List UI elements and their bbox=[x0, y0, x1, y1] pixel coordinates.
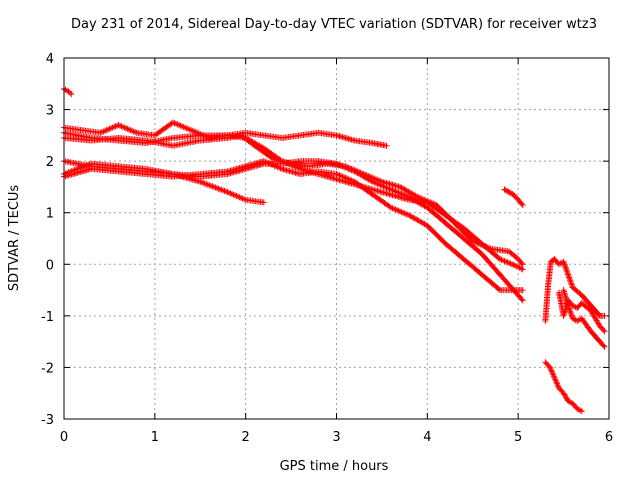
point-markers bbox=[542, 359, 585, 415]
y-tick-label: 0 bbox=[46, 258, 54, 273]
x-tick-label: 1 bbox=[151, 430, 159, 445]
series-track-k bbox=[560, 287, 608, 350]
axis-ticks: 0 1 2 3 4 5 6 -3 -2 -1 0 1 2 3 4 bbox=[41, 52, 613, 445]
y-tick-label: 2 bbox=[46, 155, 54, 170]
series-track-d bbox=[61, 132, 526, 268]
chart-title: Day 231 of 2014, Sidereal Day-to-day VTE… bbox=[71, 17, 597, 32]
series-track-j bbox=[556, 289, 608, 335]
point-markers bbox=[556, 289, 608, 335]
point-markers bbox=[501, 186, 526, 208]
x-tick-label: 4 bbox=[423, 430, 431, 445]
point-markers bbox=[61, 158, 526, 304]
series-track-e bbox=[61, 158, 526, 304]
y-tick-label: -2 bbox=[41, 361, 54, 376]
point-markers bbox=[61, 85, 75, 98]
x-tick-label: 6 bbox=[605, 430, 613, 445]
x-tick-label: 5 bbox=[514, 430, 522, 445]
y-tick-label: 3 bbox=[46, 104, 54, 119]
point-markers bbox=[61, 132, 526, 268]
series-track-i bbox=[542, 256, 608, 324]
y-tick-label: 1 bbox=[46, 207, 54, 222]
series-track-b bbox=[61, 119, 526, 273]
y-tick-label: 4 bbox=[46, 52, 54, 67]
y-axis-label: SDTVAR / TECUs bbox=[7, 185, 22, 292]
y-tick-label: -3 bbox=[41, 413, 54, 428]
plot-frame bbox=[63, 57, 610, 420]
x-tick-label: 3 bbox=[332, 430, 340, 445]
point-markers bbox=[560, 287, 608, 350]
x-axis-label: GPS time / hours bbox=[280, 459, 389, 474]
point-markers bbox=[542, 256, 608, 324]
x-tick-label: 0 bbox=[60, 430, 68, 445]
series-track-l bbox=[542, 359, 585, 415]
point-markers bbox=[61, 160, 267, 206]
point-markers bbox=[61, 119, 526, 273]
data-points bbox=[61, 85, 608, 415]
x-tick-label: 2 bbox=[242, 430, 250, 445]
series-track-a bbox=[61, 85, 75, 98]
grid bbox=[64, 58, 609, 419]
series-track-f bbox=[61, 160, 267, 206]
y-tick-label: -1 bbox=[41, 310, 54, 325]
series-track-h bbox=[501, 186, 526, 208]
